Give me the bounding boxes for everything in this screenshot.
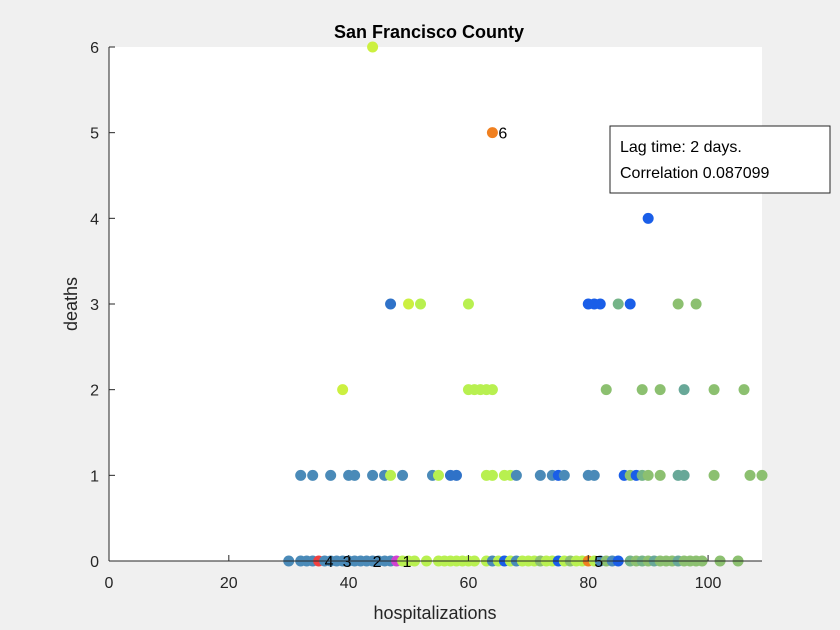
y-tick-label: 0 bbox=[90, 554, 99, 571]
data-point bbox=[690, 298, 702, 310]
y-tick-label: 4 bbox=[90, 211, 99, 228]
data-point bbox=[738, 384, 750, 396]
x-tick-label: 60 bbox=[460, 575, 478, 592]
point-label: 4 bbox=[325, 554, 334, 571]
point-labels: 6 5 4 3 2 1 bbox=[325, 126, 604, 571]
x-tick-label: 20 bbox=[220, 575, 238, 592]
data-point bbox=[654, 384, 666, 396]
data-point bbox=[600, 384, 612, 396]
data-point bbox=[708, 469, 720, 481]
annotation-lag: Lag time: 2 days. bbox=[620, 139, 742, 156]
point-label: 6 bbox=[498, 126, 507, 143]
data-point bbox=[708, 384, 720, 396]
x-tick-label: 0 bbox=[105, 575, 114, 592]
y-tick-label: 6 bbox=[90, 40, 99, 57]
x-tick-label: 100 bbox=[695, 575, 722, 592]
x-ticks: 0 20 40 60 80 100 bbox=[105, 555, 722, 592]
data-point bbox=[367, 41, 379, 53]
data-point bbox=[307, 469, 319, 481]
data-point bbox=[462, 298, 474, 310]
chart-title: San Francisco County bbox=[334, 22, 524, 42]
data-point bbox=[295, 469, 307, 481]
y-tick-label: 3 bbox=[90, 297, 99, 314]
y-ticks: 0 1 2 3 4 5 6 bbox=[90, 40, 115, 571]
data-point bbox=[367, 469, 379, 481]
data-point bbox=[642, 469, 654, 481]
y-tick-label: 2 bbox=[90, 383, 99, 400]
point-label: 2 bbox=[373, 554, 382, 571]
annotation-correlation: Correlation 0.087099 bbox=[620, 165, 770, 182]
data-point bbox=[678, 469, 690, 481]
y-tick-label: 1 bbox=[90, 468, 99, 485]
y-axis-label: deaths bbox=[61, 277, 81, 331]
x-tick-label: 80 bbox=[579, 575, 597, 592]
data-point bbox=[654, 469, 666, 481]
data-point bbox=[558, 469, 570, 481]
data-point bbox=[415, 298, 427, 310]
data-point bbox=[588, 469, 600, 481]
data-point bbox=[534, 469, 546, 481]
data-point bbox=[642, 212, 654, 224]
point-label: 1 bbox=[403, 554, 412, 571]
data-point bbox=[450, 469, 462, 481]
point-label: 5 bbox=[594, 554, 603, 571]
y-tick-label: 5 bbox=[90, 126, 99, 143]
x-tick-label: 40 bbox=[340, 575, 358, 592]
annotation-box: Lag time: 2 days. Correlation 0.087099 bbox=[609, 125, 831, 194]
data-point bbox=[594, 298, 606, 310]
data-point bbox=[624, 298, 636, 310]
data-point bbox=[672, 298, 684, 310]
data-point bbox=[744, 469, 756, 481]
data-point bbox=[678, 384, 690, 396]
data-point bbox=[432, 469, 444, 481]
data-point bbox=[385, 298, 397, 310]
data-point bbox=[612, 298, 624, 310]
plot-area bbox=[109, 47, 762, 561]
x-axis-label: hospitalizations bbox=[373, 603, 496, 623]
data-point bbox=[636, 384, 648, 396]
data-point bbox=[756, 469, 768, 481]
data-point bbox=[397, 469, 409, 481]
data-point bbox=[325, 469, 337, 481]
data-point bbox=[486, 127, 498, 139]
data-point bbox=[385, 469, 397, 481]
data-point bbox=[403, 298, 415, 310]
data-point bbox=[349, 469, 361, 481]
data-point bbox=[486, 384, 498, 396]
data-point bbox=[337, 384, 349, 396]
point-label: 3 bbox=[343, 554, 352, 571]
data-point bbox=[486, 469, 498, 481]
data-point bbox=[510, 469, 522, 481]
